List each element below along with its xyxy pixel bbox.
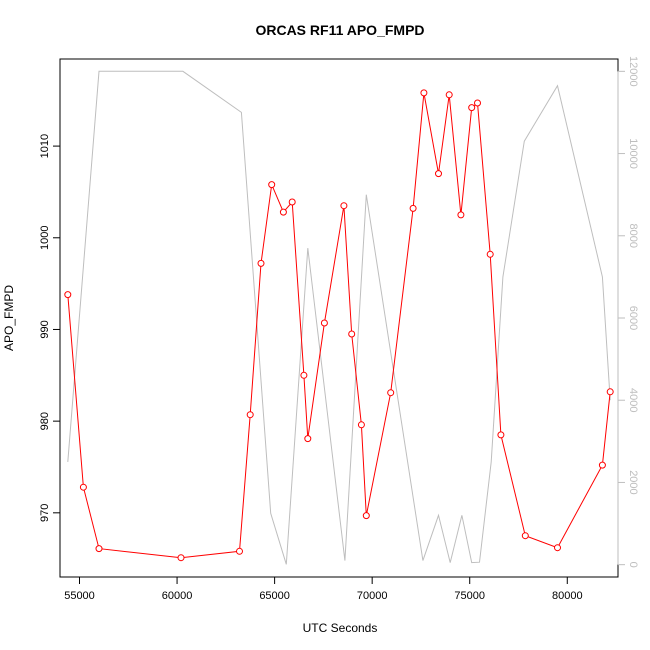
y2-tick-label: 4000 bbox=[627, 388, 639, 412]
primary-series-point bbox=[474, 99, 481, 107]
primary-series-point bbox=[320, 319, 328, 327]
y-tick-label: 1000 bbox=[39, 226, 51, 250]
y-axis-label: APO_FMPD bbox=[2, 285, 16, 351]
primary-series-point bbox=[409, 204, 417, 212]
primary-series-point bbox=[362, 512, 370, 520]
primary-series-point bbox=[606, 388, 614, 396]
primary-series-point bbox=[420, 89, 428, 97]
x-axis-label: UTC Seconds bbox=[303, 621, 378, 635]
primary-series-line bbox=[67, 92, 611, 559]
primary-series-point bbox=[387, 389, 395, 397]
plot-layer bbox=[64, 70, 614, 565]
y2-tick-label: 8000 bbox=[627, 224, 639, 248]
primary-series-point bbox=[279, 208, 287, 216]
y-axis: 970 980 990 1000 1010 bbox=[39, 134, 61, 522]
primary-series-point bbox=[177, 554, 185, 562]
y2-tick-label: 6000 bbox=[627, 306, 639, 330]
chart-title: ORCAS RF11 APO_FMPD bbox=[255, 22, 424, 38]
primary-series-point bbox=[598, 461, 606, 469]
y2-tick-label: 2000 bbox=[627, 470, 639, 494]
primary-series-point bbox=[236, 547, 243, 555]
primary-series-point bbox=[521, 532, 529, 540]
primary-series-point bbox=[468, 104, 476, 112]
primary-series-point bbox=[246, 411, 254, 419]
primary-series-point bbox=[304, 435, 312, 443]
x-tick-label: 60000 bbox=[162, 590, 193, 602]
x-tick-label: 75000 bbox=[454, 590, 485, 602]
x-tick-label: 80000 bbox=[552, 590, 583, 602]
secondary-series-line bbox=[67, 70, 611, 565]
x-tick-label: 70000 bbox=[357, 590, 388, 602]
primary-series-point bbox=[497, 431, 505, 439]
x-axis: 55000 60000 65000 70000 75000 80000 bbox=[64, 576, 583, 602]
y2-tick-label: 0 bbox=[627, 562, 639, 568]
primary-series-point bbox=[435, 170, 442, 178]
primary-series-point bbox=[95, 545, 103, 553]
primary-series-point bbox=[64, 291, 72, 299]
primary-series-point bbox=[288, 198, 296, 206]
primary-series-point bbox=[268, 181, 276, 189]
primary-series-point bbox=[486, 250, 494, 258]
x-tick-label: 55000 bbox=[64, 590, 95, 602]
y2-tick-label: 10000 bbox=[627, 138, 639, 169]
primary-series-point bbox=[348, 330, 356, 338]
primary-series-point bbox=[457, 211, 465, 219]
primary-series-point bbox=[340, 202, 348, 210]
y2-axis: 0 2000 4000 6000 8000 10000 12000 bbox=[617, 56, 639, 568]
plot-frame bbox=[59, 58, 619, 578]
y-tick-label: 990 bbox=[39, 320, 51, 338]
primary-series-point bbox=[79, 483, 87, 491]
primary-series-point bbox=[300, 371, 308, 379]
primary-series-point bbox=[445, 91, 453, 99]
primary-series-point bbox=[257, 259, 265, 267]
primary-series-point bbox=[554, 544, 561, 552]
y-tick-label: 980 bbox=[39, 412, 51, 430]
y-tick-label: 1010 bbox=[39, 134, 51, 158]
x-tick-label: 65000 bbox=[259, 590, 290, 602]
primary-series-point bbox=[357, 421, 365, 429]
y2-tick-label: 12000 bbox=[627, 56, 639, 87]
y-tick-label: 970 bbox=[39, 504, 51, 522]
